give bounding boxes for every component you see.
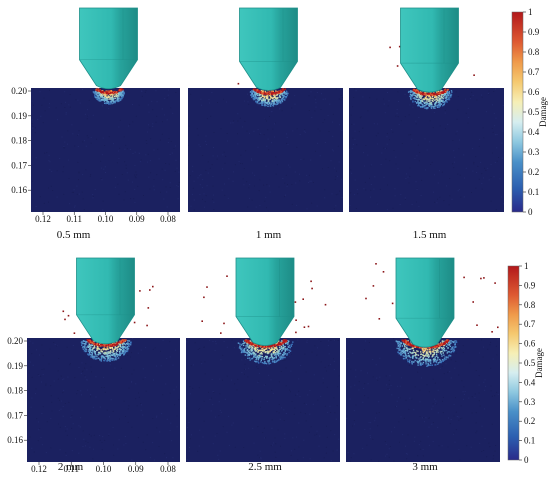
damage-crescent (244, 339, 288, 348)
colorbar-tick-label: 0.3 (528, 147, 540, 157)
y-tick-label: 0.16 (7, 435, 23, 445)
colorbar-tick-label: 0.8 (524, 300, 536, 310)
x-tick-label: 0.10 (98, 214, 114, 224)
panel-label: 3 mm (412, 461, 438, 473)
x-tick-label: 0.11 (67, 214, 82, 224)
colorbar-tick-label: 0.4 (524, 377, 536, 387)
indenter-tool (395, 257, 455, 348)
indenter-tool (239, 7, 298, 91)
panel-label: 1.5 mm (413, 229, 447, 241)
panel-top-row-3: 1.5 mm (349, 7, 504, 241)
y-tick-label: 0.18 (11, 136, 27, 146)
indenter-tool (79, 7, 138, 90)
panel-bottom-row-1: 2 mm (27, 257, 180, 473)
workpiece-texture (349, 88, 504, 211)
colorbar-tick-label: 0.6 (528, 87, 540, 97)
colorbar-tick-label: 0.5 (528, 107, 540, 117)
colorbar-tick-label: 1 (524, 261, 529, 271)
indenter-tool (76, 257, 135, 345)
y-tick-label: 0.16 (11, 185, 27, 195)
colorbar-bottom-bar (507, 265, 520, 461)
colorbar-tick-label: 0.1 (524, 436, 535, 446)
colorbar-tick-label: 0.8 (528, 47, 540, 57)
indenter-body (76, 257, 135, 345)
x-tick-label: 0.10 (96, 464, 112, 474)
panel-label: 1 mm (256, 229, 282, 241)
x-tick-label: 0.09 (128, 464, 144, 474)
indenter-tool (400, 7, 459, 93)
panel-top-row-2: 1 mm (188, 7, 343, 241)
damage-crescent (95, 88, 124, 95)
colorbar-tick-label: 0 (524, 455, 529, 465)
colorbar-bottom-title: Damage (534, 348, 544, 378)
indenter-body (235, 257, 295, 346)
colorbar-tick-label: 0.2 (528, 167, 539, 177)
workpiece-texture (27, 338, 180, 461)
colorbar-tick-label: 0 (528, 207, 533, 217)
damage-crescent (412, 88, 449, 97)
workpiece-texture (186, 338, 340, 462)
colorbar-tick-label: 0.9 (524, 280, 536, 290)
workpiece-texture (31, 88, 180, 212)
colorbar-tick-label: 0.4 (528, 127, 540, 137)
indenter-body (395, 257, 455, 348)
y-tick-label: 0.20 (11, 86, 27, 96)
x-tick-label: 0.11 (64, 464, 79, 474)
y-tick-label: 0.17 (11, 160, 27, 170)
colorbar-tick-label: 0.7 (528, 67, 540, 77)
bottom-row: 2 mm 2.5 mm 3 mm0.200.190.180.170.160.12 0.… (7, 257, 500, 474)
colorbar-bottom: Damage 1 0.9 0.8 0.7 0.6 0.5 0.4 0.3 0.2 0.1 0 (507, 261, 544, 465)
y-tick-label: 0.18 (7, 386, 23, 396)
y-tick-label: 0.17 (7, 410, 23, 420)
panel-bottom-row-3: 3 mm (346, 257, 500, 473)
y-tick-label: 0.19 (11, 111, 27, 121)
panel-label: 2.5 mm (248, 461, 282, 473)
y-tick-label: 0.20 (7, 336, 23, 346)
damage-crescent (86, 338, 127, 348)
panel-label: 0.5 mm (57, 229, 91, 241)
y-axis: 0.20 0.19 0.18 0.17 0.16 (7, 336, 27, 445)
x-tick-label: 0.08 (160, 464, 176, 474)
colorbar-tick-label: 1 (528, 7, 533, 17)
x-tick-label: 0.09 (129, 214, 145, 224)
top-row: 0.5 mm 1 mm 1.5 mm 0.20 0.19 0.18 0.17 0.16 0.12… (11, 7, 504, 241)
panel-label: 2 mm (58, 461, 84, 473)
indenter-body (239, 7, 298, 91)
colorbar-top-title: Damage (538, 97, 548, 127)
workpiece (27, 338, 180, 462)
x-tick-label: 0.08 (160, 214, 176, 224)
x-axis: 0.12 0.11 0.10 0.09 0.08 (31, 462, 176, 474)
workpiece (349, 88, 504, 212)
colorbar-top-bar (511, 11, 524, 213)
colorbar-tick-label: 0.3 (524, 397, 536, 407)
x-tick-label: 0.12 (31, 464, 47, 474)
colorbar-top: Damage 1 0.9 0.8 0.7 0.6 0.5 0.4 0.3 0.2 0.1 0 (511, 7, 548, 217)
x-axis: 0.12 0.11 0.10 0.09 0.08 (35, 212, 176, 224)
panel-top-row-1: 0.5 mm (31, 7, 180, 241)
y-tick-label: 0.19 (7, 361, 23, 371)
colorbar-tick-label: 0.6 (524, 339, 536, 349)
workpiece (188, 88, 343, 212)
colorbar-tick-label: 0.5 (524, 358, 536, 368)
indenter-tool (235, 257, 295, 346)
colorbar-tick-label: 0.1 (528, 187, 539, 197)
x-tick-label: 0.12 (35, 214, 51, 224)
panel-bottom-row-2: 2.5 mm (186, 257, 340, 473)
colorbar-tick-label: 0.9 (528, 27, 540, 37)
y-axis: 0.20 0.19 0.18 0.17 0.16 (11, 86, 31, 195)
colorbar-tick-label: 0.2 (524, 416, 535, 426)
workpiece (186, 338, 340, 462)
colorbar-tick-label: 0.7 (524, 319, 536, 329)
workpiece (346, 338, 500, 462)
damage-crescent (252, 88, 287, 96)
indenter-body (400, 7, 459, 93)
indenter-body (79, 7, 138, 90)
workpiece (31, 88, 180, 212)
